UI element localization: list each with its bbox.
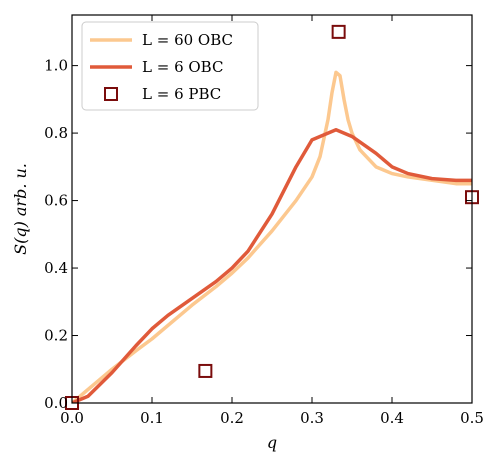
legend-entry-label: L = 6 PBC (142, 85, 221, 103)
legend-entry-label: L = 60 OBC (142, 31, 233, 49)
legend: L = 60 OBC L = 6 OBC L = 6 PBC (81, 21, 259, 111)
x-axis-label: q (267, 433, 277, 452)
series-line-0 (72, 70, 472, 403)
data-point-marker (198, 363, 213, 378)
y-axis-label: S(q) arb. u. (11, 163, 30, 255)
series-line-1 (72, 127, 472, 403)
x-tick-label: 0.4 (380, 409, 404, 427)
axis-ticks: 0.0 0.1 0.2 0.3 0.4 0.5 0.0 0.2 0.4 0.6 0.8 1.0 (44, 15, 484, 427)
y-tick-label: 0.2 (44, 327, 68, 345)
legend-box (81, 21, 259, 111)
legend-swatch-marker (104, 87, 118, 101)
x-tick-label: 0.1 (140, 409, 164, 427)
plot-area (65, 24, 479, 410)
x-tick-label: 0.3 (300, 409, 324, 427)
y-tick-label: 0.0 (44, 394, 68, 412)
x-tick-label: 0.0 (60, 409, 84, 427)
y-tick-label: 0.8 (44, 124, 68, 142)
y-tick-label: 0.6 (44, 192, 68, 210)
x-tick-label: 0.5 (460, 409, 484, 427)
data-point-marker (331, 24, 346, 39)
y-tick-label: 1.0 (44, 57, 68, 75)
plot-frame (71, 14, 473, 404)
legend-entry-label: L = 6 OBC (142, 58, 223, 76)
y-tick-label: 0.4 (44, 259, 68, 277)
x-tick-label: 0.2 (220, 409, 244, 427)
